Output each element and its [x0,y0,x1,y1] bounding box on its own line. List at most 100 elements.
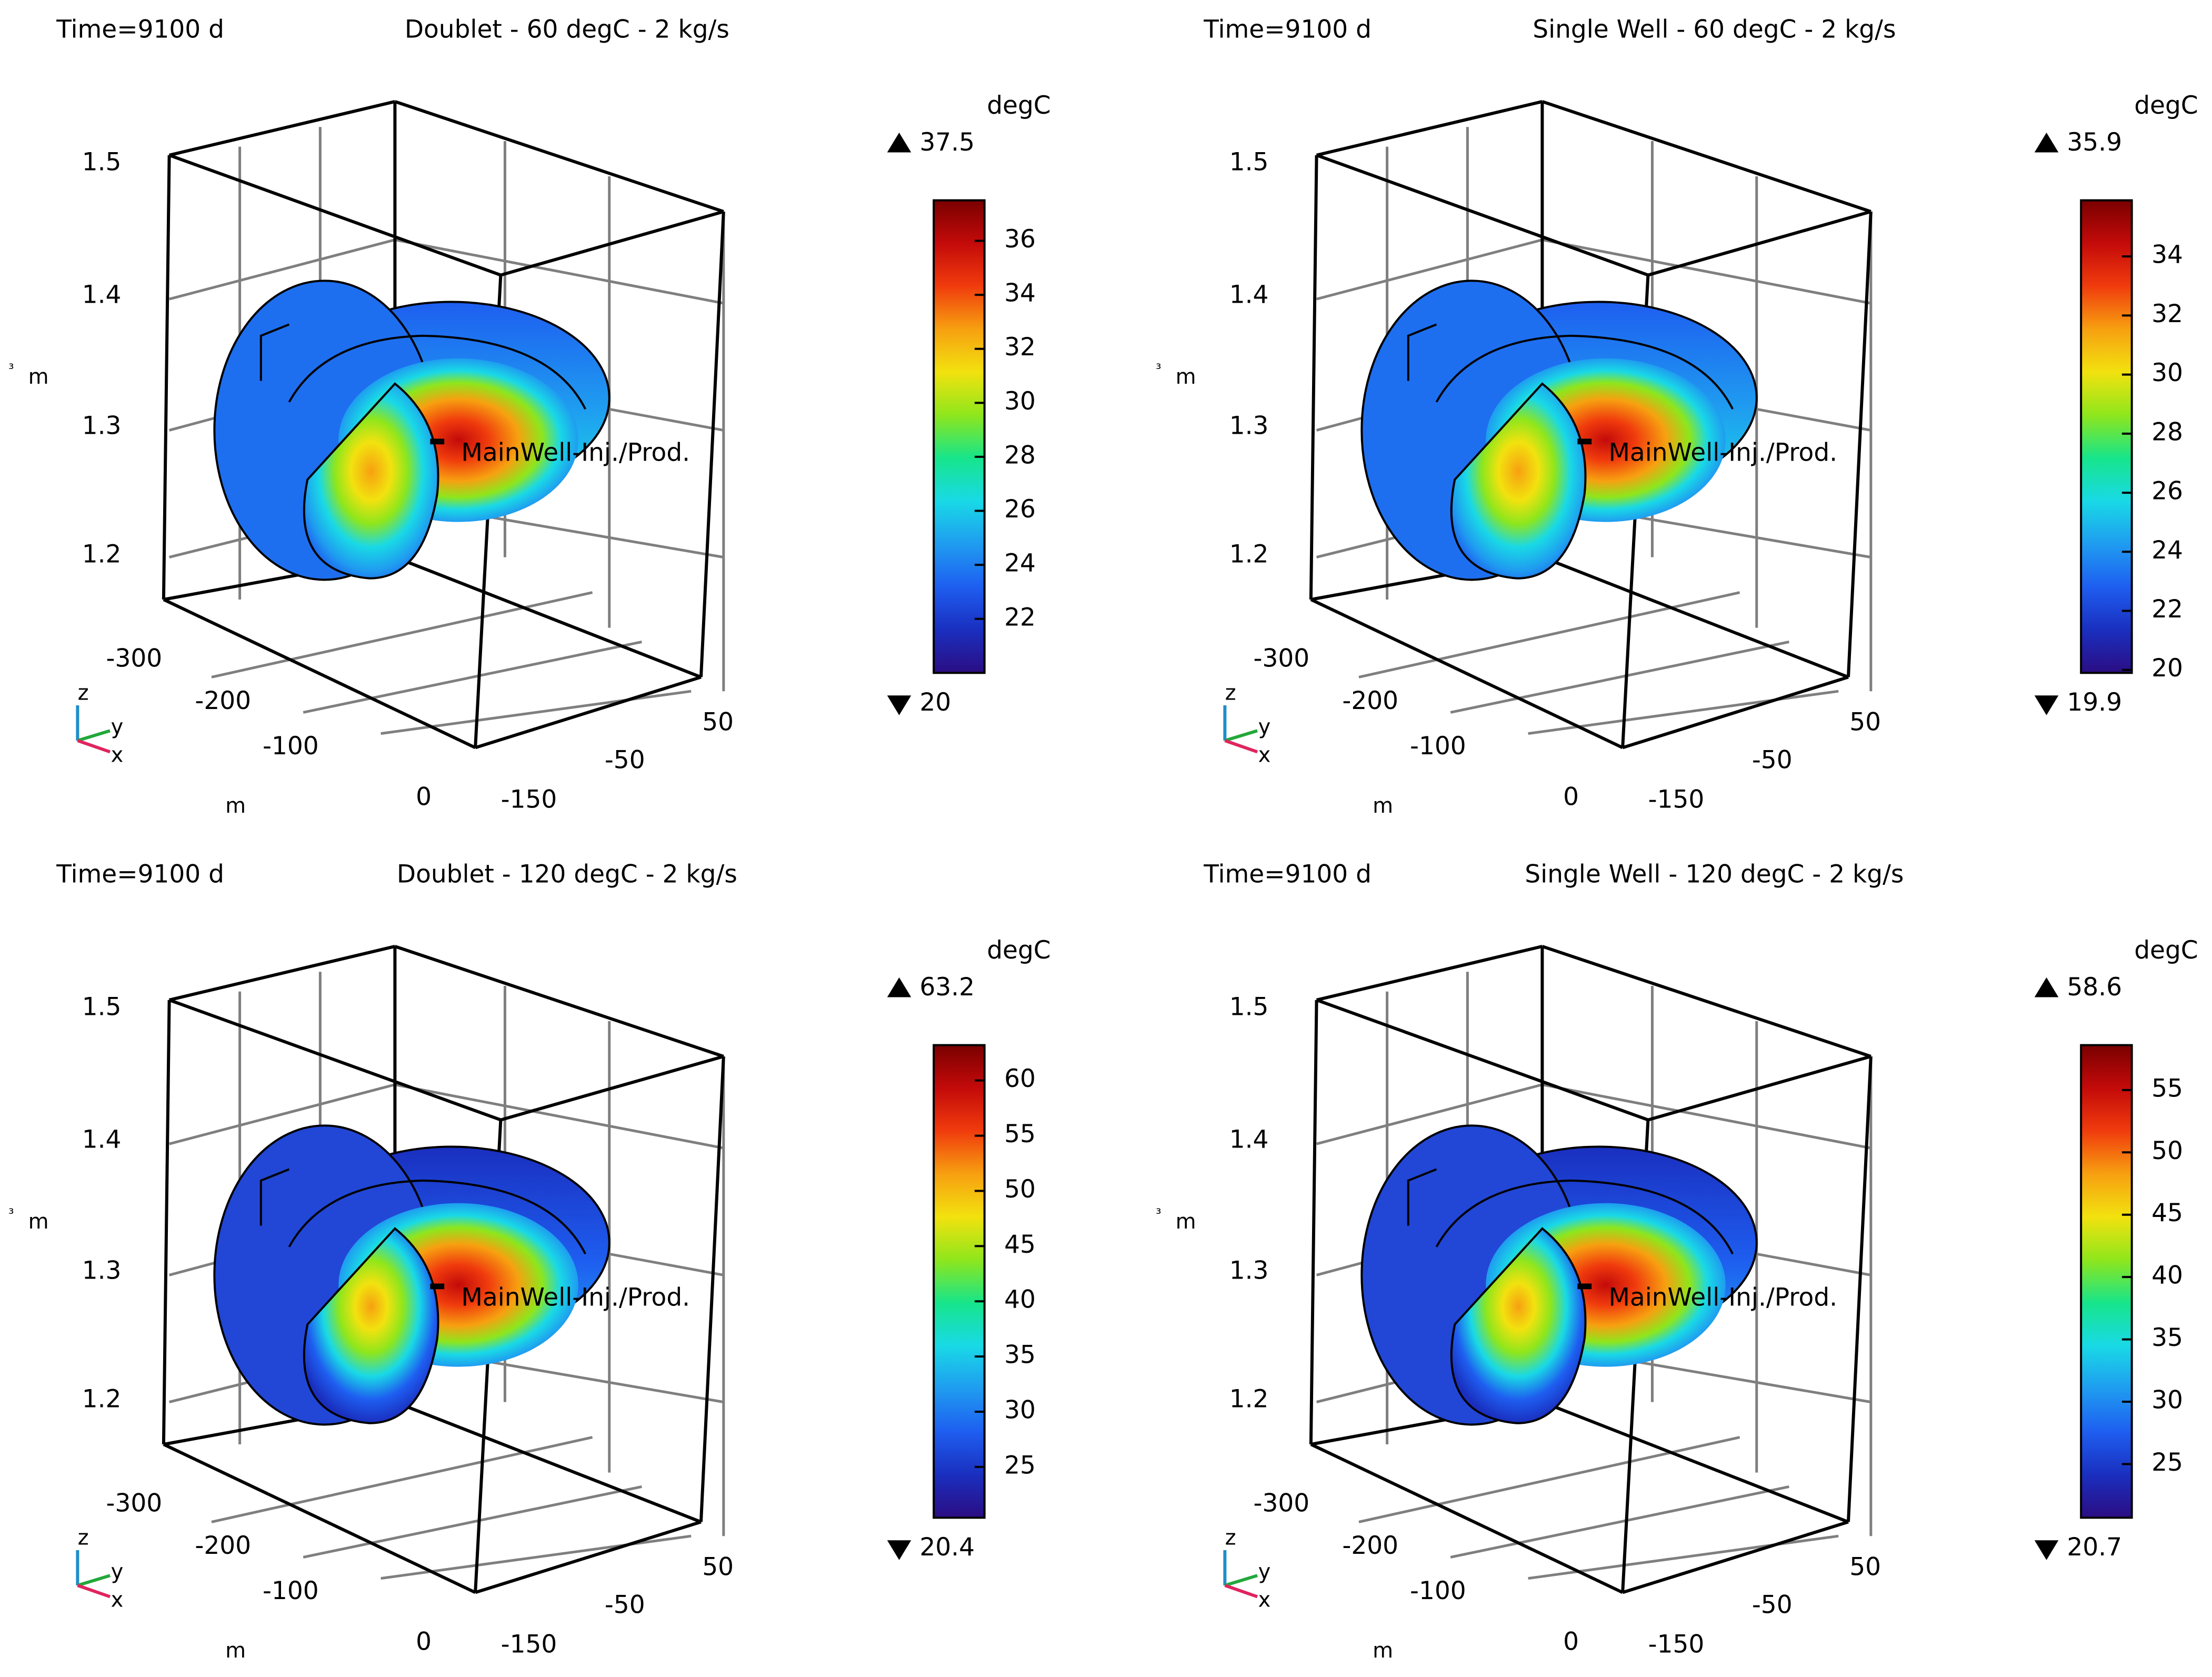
gridline [168,1083,396,1145]
box-edge [163,1443,476,1594]
x-tick-label: 0 [1563,782,1579,811]
y-tick-label: -50 [605,746,645,775]
triad-x-label: x [1258,743,1271,767]
x-tick-label: -100 [263,732,319,761]
triad-x-axis [77,739,111,754]
colorbar-tick-label: 35 [2151,1323,2183,1352]
y-tick-label: -50 [605,1591,645,1620]
axis-triad: zyx [76,1526,124,1612]
shell-contour [1407,1168,1437,1226]
colorbar-tick-label: 32 [1004,333,1036,362]
colorbar-tick-label: 50 [2151,1136,2183,1165]
well-label: MainWell-Inj./Prod. [461,1283,690,1312]
y-tick-label: 50 [702,707,734,736]
x-tick-label: -300 [106,1489,163,1518]
max-arrow-icon [2034,977,2059,997]
axis-triad: zyx [1223,1526,1270,1612]
colorbar-tick-label: 22 [1004,603,1036,632]
gridline [303,640,642,714]
colorbar-min-label: 20.7 [2067,1533,2122,1562]
box-edge [1542,945,1871,1058]
z-axis-exponent: ³ [8,1206,14,1222]
colorbar: degC 35.9 19.9 34 32 30 28 26 24 22 20 [2034,91,2198,717]
colorbar-max-label: 35.9 [2067,128,2122,157]
shell-contour [259,323,290,381]
box-edge [1846,211,1873,677]
x-tick-label: -100 [1410,732,1466,761]
box-edge [500,210,724,277]
axis-triad: zyx [76,681,123,767]
z-tick-label: 1.3 [82,412,122,441]
min-arrow-icon [2034,1540,2059,1560]
well-marker [1577,1283,1592,1290]
triad-y-label: y [1258,715,1271,739]
colorbar-tick-label: 25 [1004,1451,1036,1480]
z-tick-label: 1.2 [1229,540,1269,568]
colorbar-tick-label: 30 [2151,1386,2183,1415]
chart-panel-4: Time=9100 d Single Well - 120 degC - 2 kg… [1156,860,2198,1663]
box-edge [394,945,724,1058]
x-tick-label: -100 [263,1576,319,1605]
x-tick-label: -300 [106,644,163,673]
gridline [1542,238,1871,305]
colorbar-tick-label: 55 [1004,1120,1036,1149]
shell-contour [288,334,586,410]
chart-panel-1: Time=9100 d Doublet - 60 degC - 2 kg/s Mai… [8,15,1051,817]
colorbar-max-label: 37.5 [919,128,975,157]
x-tick-label: -200 [195,1531,251,1560]
colorbar-min-label: 20 [919,688,951,717]
box-edge [1622,1520,1849,1594]
colorbar-tick-label: 34 [1004,279,1036,308]
gridline [211,1436,593,1523]
colorbar-tick-label: 24 [1004,549,1036,578]
z-axis-exponent: ³ [1156,362,1161,377]
triad-y-axis [77,1574,111,1587]
triad-x-label: x [111,1588,124,1612]
gridline [1450,1485,1789,1559]
y-tick-label: 50 [702,1552,734,1581]
colorbar-unit: degC [987,91,1050,120]
gridline [303,1485,642,1559]
z-tick-label: 1.4 [1229,280,1269,309]
colorbar-tick-label: 35 [1004,1341,1036,1370]
box-edge [699,211,725,677]
well-marker [430,1283,445,1290]
panel-title: Single Well - 120 degC - 2 kg/s [1525,860,1904,889]
box-edge [1316,998,1649,1122]
box-edge [1622,675,1849,750]
colorbar-tick-label: 24 [2151,536,2183,565]
z-tick-label: 1.3 [82,1256,122,1285]
triad-x-axis [1224,1584,1258,1599]
min-arrow-icon [2034,695,2059,715]
box-edge [1309,1000,1318,1445]
z-axis-exponent: ³ [1156,1206,1161,1222]
colorbar-tick-label: 25 [2151,1448,2183,1477]
time-label: Time=9100 d [56,15,224,44]
box-edge [394,100,724,213]
box-edge [168,945,396,1002]
z-tick-label: 1.5 [1229,992,1269,1021]
box-edge [1542,100,1871,213]
triad-z-label: z [78,1526,89,1550]
z-axis-label: m [1176,1210,1196,1234]
box-edge [168,100,396,157]
gridline [211,591,593,678]
panel-title: Doublet - 60 degC - 2 kg/s [405,15,729,44]
cut-plane [1450,382,1587,580]
x-tick-label: -200 [1342,1531,1398,1560]
triad-z-label: z [78,681,89,705]
cut-plane [1450,1227,1587,1424]
z-tick-label: 1.4 [1229,1125,1269,1154]
time-label: Time=9100 d [1203,15,1372,44]
time-label: Time=9100 d [1203,860,1372,889]
axis-triad: zyx [1223,681,1271,767]
z-tick-label: 1.3 [1229,412,1269,441]
temperature-surface [1360,280,1758,581]
triad-z-label: z [1225,1526,1236,1550]
colorbar: degC 58.6 20.7 55 50 45 40 35 30 25 [2034,936,2198,1562]
colorbar-tick-label: 22 [2151,595,2183,624]
triad-y-label: y [111,1560,124,1584]
temperature-surface [1360,1124,1758,1426]
x-tick-label: -300 [1254,644,1310,673]
